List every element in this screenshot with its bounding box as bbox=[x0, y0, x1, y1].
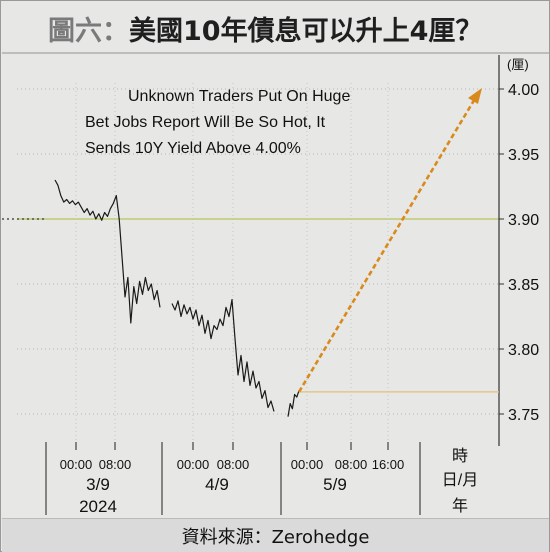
grid bbox=[2, 83, 499, 440]
y-tick-label: 3.85 bbox=[508, 277, 539, 294]
figure-label: 圖六： bbox=[48, 16, 129, 47]
y-tick-label: 3.80 bbox=[508, 342, 539, 359]
y-tick-label: 4.00 bbox=[508, 82, 539, 99]
series-group bbox=[54, 179, 300, 417]
title-bar: 圖六：美國10年債息可以升上4厘？ bbox=[2, 2, 549, 54]
y-unit-label: (厘) bbox=[507, 57, 529, 72]
chart-annotation-line-2: Bet Jobs Report Will Be So Hot, It bbox=[85, 114, 326, 131]
source-bar: 資料來源：Zerohedge bbox=[2, 518, 549, 552]
x-date-label: 3/9 bbox=[86, 475, 110, 494]
source-credit: 資料來源：Zerohedge bbox=[181, 527, 370, 548]
x-time-tick-label: 00:00 bbox=[291, 457, 324, 472]
x-time-tick-label: 08:00 bbox=[99, 457, 132, 472]
yield-chart: Unknown Traders Put On Huge Bet Jobs Rep… bbox=[2, 55, 540, 516]
tick-labels: 4.00 3.95 3.90 3.85 3.80 3.75 (厘) 00:00 08:00 00:… bbox=[60, 57, 540, 516]
x-time-tick-label: 00:00 bbox=[60, 457, 93, 472]
figure-title: 美國10年債息可以升上4厘？ bbox=[129, 16, 483, 47]
x-unit-label: 年 bbox=[452, 497, 468, 515]
chart-annotation-line-3: Sends 10Y Yield Above 4.00% bbox=[85, 140, 301, 157]
axes bbox=[45, 55, 504, 515]
y-tick-label: 3.95 bbox=[508, 147, 539, 164]
x-unit-label: 日/月 bbox=[442, 472, 478, 489]
x-year-label: 2024 bbox=[79, 497, 117, 516]
x-time-tick-label: 16:00 bbox=[372, 457, 405, 472]
y-tick-label: 3.90 bbox=[508, 212, 539, 229]
projection-group bbox=[297, 88, 499, 393]
x-date-label: 5/9 bbox=[323, 475, 347, 494]
x-time-tick-label: 08:00 bbox=[217, 457, 250, 472]
x-time-tick-label: 08:00 bbox=[335, 457, 368, 472]
x-unit-label: 時 bbox=[452, 447, 468, 465]
chart-annotation-line-1: Unknown Traders Put On Huge bbox=[128, 88, 350, 105]
projection-arrowhead bbox=[468, 88, 482, 104]
x-time-tick-label: 00:00 bbox=[177, 457, 210, 472]
chart-heading: 圖六：美國10年債息可以升上4厘？ bbox=[48, 9, 482, 48]
yield-series-segment-2 bbox=[171, 299, 275, 412]
x-date-label: 4/9 bbox=[205, 475, 229, 494]
yield-series-segment-3 bbox=[287, 390, 300, 417]
y-tick-label: 3.75 bbox=[508, 407, 539, 424]
projection-arrow bbox=[297, 96, 478, 393]
yield-series-segment-1 bbox=[54, 179, 161, 324]
